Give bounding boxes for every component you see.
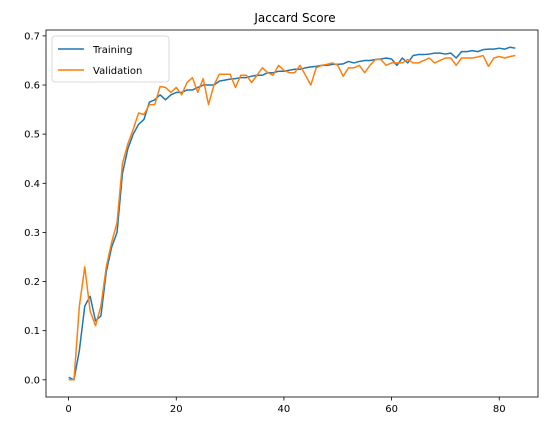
- y-tick-label: 0.3: [24, 228, 40, 239]
- legend-label-training: Training: [92, 45, 132, 56]
- y-tick-label: 0.4: [24, 179, 40, 190]
- x-tick-label: 0: [65, 404, 71, 415]
- y-axis: 0.0 0.1 0.2 0.3 0.4 0.5 0.6 0.7: [24, 31, 46, 386]
- x-tick-label: 60: [385, 404, 398, 415]
- series-lines: [68, 46, 516, 381]
- series-line-training: [68, 46, 516, 381]
- y-tick-label: 0.2: [24, 277, 40, 288]
- y-tick-label: 0.0: [24, 375, 40, 386]
- chart-title: Jaccard Score: [253, 11, 335, 25]
- plot-frame: [45, 29, 539, 398]
- y-tick-label: 0.6: [24, 81, 40, 92]
- legend-label-validation: Validation: [93, 66, 142, 77]
- plot-area: [45, 29, 539, 398]
- legend: Training Validation: [51, 35, 170, 83]
- x-tick-label: 20: [170, 404, 183, 415]
- x-tick-label: 80: [493, 404, 506, 415]
- x-tick-label: 40: [278, 404, 291, 415]
- y-tick-label: 0.7: [24, 31, 40, 42]
- series-line-validation: [68, 54, 516, 381]
- y-tick-label: 0.5: [24, 130, 40, 141]
- x-axis: 0 20 40 60 80: [65, 397, 506, 415]
- y-tick-label: 0.1: [24, 326, 40, 337]
